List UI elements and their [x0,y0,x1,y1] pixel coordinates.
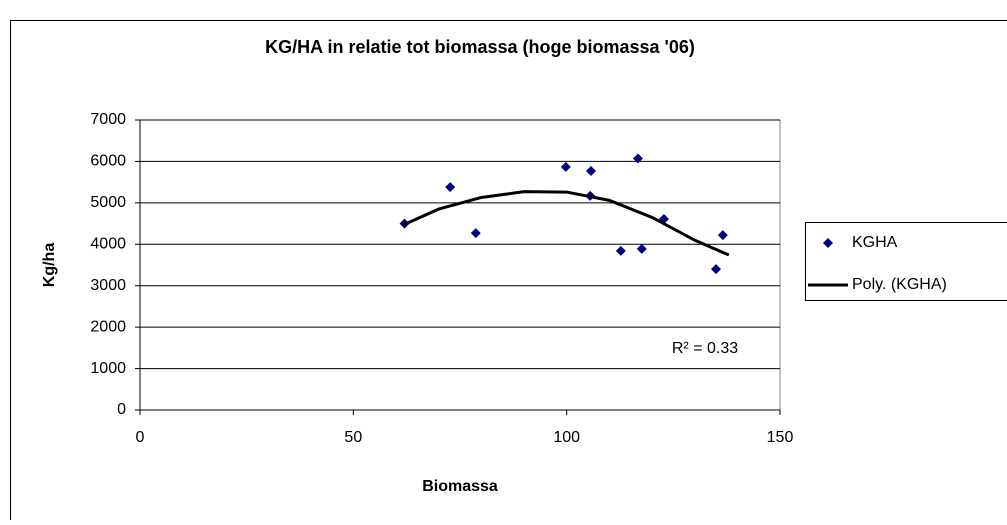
y-axis-label: Kg/ha [41,243,58,288]
legend-label: KGHA [852,234,898,251]
annotation: R² = 0.33 [672,340,738,357]
y-tick-label: 0 [117,401,126,418]
y-tick-label: 4000 [90,236,126,253]
y-tick-label: 1000 [90,360,126,377]
x-axis-label: Biomassa [422,478,498,495]
x-tick-label: 0 [136,429,145,446]
plot-area [140,120,780,410]
y-tick-label: 3000 [90,277,126,294]
chart-title: KG/HA in relatie tot biomassa (hoge biom… [265,37,695,57]
y-tick-label: 6000 [90,153,126,170]
y-tick-label: 7000 [90,111,126,128]
x-tick-label: 100 [553,429,580,446]
x-tick-label: 150 [767,429,794,446]
legend-label: Poly. (KGHA) [852,276,947,293]
y-tick-label: 2000 [90,318,126,335]
y-tick-label: 5000 [90,194,126,211]
x-tick-label: 50 [344,429,362,446]
